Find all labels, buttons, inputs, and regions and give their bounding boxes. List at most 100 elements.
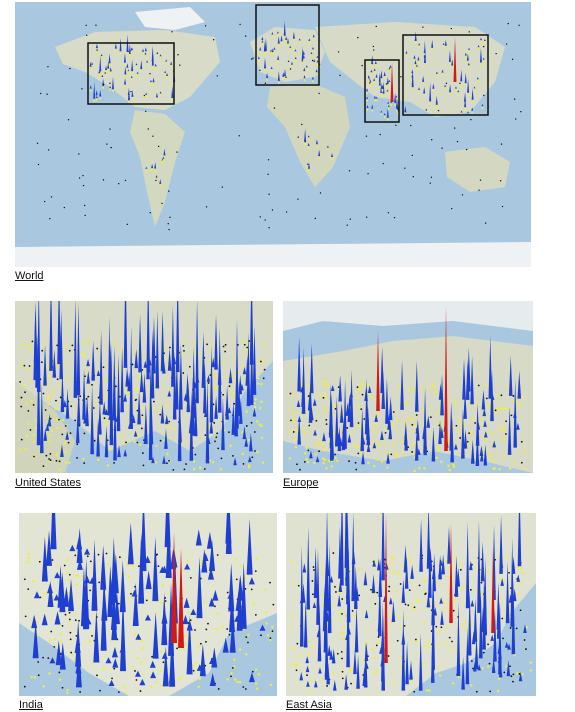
low-density-point [262, 343, 265, 347]
sparse-point [169, 216, 171, 219]
sparse-point [78, 619, 80, 622]
population-spike [172, 357, 177, 365]
population-spike [471, 88, 474, 100]
low-density-point [145, 95, 148, 98]
population-spike [162, 156, 165, 159]
low-density-point [247, 634, 250, 637]
low-density-point [375, 669, 378, 672]
sparse-point [214, 440, 216, 443]
sparse-point [157, 565, 160, 568]
population-spike [428, 547, 433, 572]
low-density-point [40, 342, 44, 345]
population-spike [235, 318, 239, 429]
sparse-point [520, 440, 523, 443]
caption-united-states: United States [15, 477, 82, 489]
population-spike [104, 425, 109, 458]
low-density-point [397, 385, 401, 388]
population-spike [433, 607, 438, 616]
population-spike [277, 55, 280, 60]
population-spike [290, 61, 293, 65]
low-density-point [325, 380, 328, 384]
sparse-point [500, 394, 503, 397]
low-density-point [320, 442, 323, 446]
low-density-point [159, 669, 162, 672]
population-spike [373, 78, 376, 81]
sparse-point [479, 179, 482, 181]
low-density-point [179, 676, 183, 679]
low-density-point [401, 440, 404, 443]
sparse-point [213, 422, 216, 424]
low-density-point [331, 604, 334, 607]
low-density-point [371, 65, 374, 68]
low-density-point [54, 407, 57, 411]
sparse-point [69, 638, 72, 641]
population-spike [432, 83, 435, 89]
sparse-point [482, 45, 485, 48]
sparse-point [216, 75, 218, 77]
low-density-point [387, 107, 390, 110]
low-density-point [397, 571, 400, 575]
population-spike [423, 86, 426, 94]
low-density-point [521, 395, 525, 399]
low-density-point [431, 48, 434, 51]
low-density-point [126, 68, 129, 71]
population-spike [209, 345, 214, 423]
population-spike [297, 415, 302, 445]
population-spike [326, 145, 329, 148]
population-spike [378, 72, 381, 82]
population-spike [231, 400, 236, 435]
population-spike [388, 420, 393, 440]
population-spike [152, 77, 155, 83]
highest-population-spike [453, 37, 457, 82]
sparse-point [226, 591, 229, 594]
low-density-point [46, 368, 50, 371]
population-spike [162, 455, 166, 464]
low-density-point [308, 653, 311, 656]
sparse-point [37, 661, 40, 663]
low-density-point [457, 430, 461, 434]
population-spike [458, 82, 461, 85]
low-density-point [435, 456, 438, 460]
sparse-point [205, 628, 208, 631]
low-density-point [19, 448, 22, 451]
sparse-point [267, 159, 270, 161]
low-density-point [380, 113, 383, 116]
sparse-point [237, 343, 239, 346]
sparse-point [139, 690, 142, 692]
population-spike [73, 301, 78, 398]
population-spike [314, 680, 318, 688]
population-spike [315, 69, 318, 73]
sparse-point [68, 618, 71, 621]
low-density-point [255, 557, 259, 560]
population-spike [307, 142, 310, 146]
low-density-point [133, 440, 136, 443]
low-density-point [513, 461, 517, 464]
low-density-point [508, 467, 512, 470]
sparse-point [301, 123, 303, 126]
low-density-point [447, 575, 450, 578]
sparse-point [505, 43, 508, 45]
population-spike [152, 536, 159, 602]
low-density-point [58, 468, 61, 471]
low-density-point [213, 386, 216, 390]
low-density-point [61, 418, 65, 422]
population-spike [257, 56, 260, 59]
low-density-point [231, 388, 235, 391]
sparse-point [166, 462, 168, 465]
sparse-point [61, 624, 64, 627]
low-density-point [352, 443, 356, 446]
low-density-point [457, 93, 460, 96]
population-spike [57, 301, 61, 365]
low-density-point [120, 434, 124, 437]
population-spike [490, 369, 494, 422]
low-density-point [104, 396, 107, 400]
low-density-point [323, 397, 327, 400]
sparse-point [254, 570, 257, 573]
population-spike [283, 68, 286, 77]
low-density-point [480, 591, 483, 595]
low-density-point [332, 403, 335, 407]
low-density-point [471, 100, 474, 103]
population-spike [313, 429, 317, 436]
population-spike [127, 422, 132, 429]
population-spike [123, 301, 128, 368]
